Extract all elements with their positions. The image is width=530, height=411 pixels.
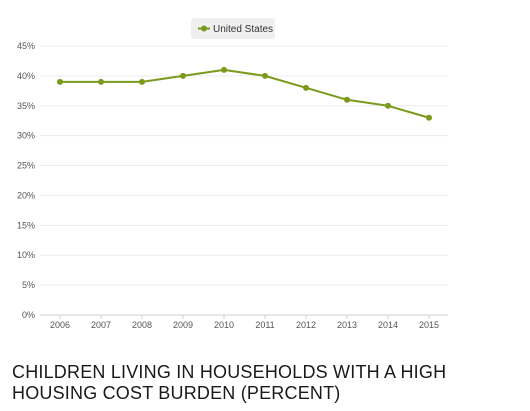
line-chart: United States 0% 5% 10% 15% 20% 25% 30% 35% 40% 4… [17,18,448,330]
legend-box [191,18,275,39]
chart-title: CHILDREN LIVING IN HOUSEHOLDS WITH A HIG… [12,362,447,403]
x-tick-label: 2015 [419,320,439,330]
y-tick-label: 10% [17,250,35,260]
x-tick-label: 2011 [255,320,274,330]
legend[interactable]: United States [191,18,275,39]
x-tick-label: 2007 [91,320,111,330]
x-tick-label: 2009 [173,320,193,330]
gridlines [40,45,448,316]
data-point[interactable] [262,72,268,79]
x-tick-label: 2013 [337,320,357,330]
x-tick-label: 2006 [50,320,70,330]
x-tick-label: 2008 [132,320,152,330]
data-point[interactable] [221,66,227,73]
x-tick-label: 2012 [296,320,316,330]
data-point[interactable] [426,114,432,121]
series-united-states [57,66,432,121]
data-point[interactable] [303,84,309,91]
y-tick-label: 0% [22,310,35,320]
data-point[interactable] [139,78,145,85]
y-tick-label: 35% [17,101,35,111]
y-tick-label: 40% [17,71,35,81]
y-tick-label: 25% [17,161,35,171]
series-line [60,68,430,119]
x-axis: 2006 2007 2008 2009 2010 2011 2012 2013 2014 2015 [50,315,439,330]
y-tick-label: 45% [17,41,35,51]
x-tick-label: 2014 [378,320,398,330]
data-point[interactable] [180,72,186,79]
legend-label: United States [213,24,273,35]
data-point[interactable] [385,102,391,109]
y-tick-label: 5% [22,280,35,290]
y-axis: 0% 5% 10% 15% 20% 25% 30% 35% 40% 45% [17,41,35,320]
x-tick-label: 2010 [214,320,234,330]
data-point[interactable] [344,96,350,103]
data-point[interactable] [98,78,104,85]
data-point[interactable] [57,78,63,85]
y-tick-label: 15% [17,220,35,230]
y-tick-label: 30% [17,131,35,141]
legend-marker-icon [201,25,207,32]
y-tick-label: 20% [17,190,35,200]
